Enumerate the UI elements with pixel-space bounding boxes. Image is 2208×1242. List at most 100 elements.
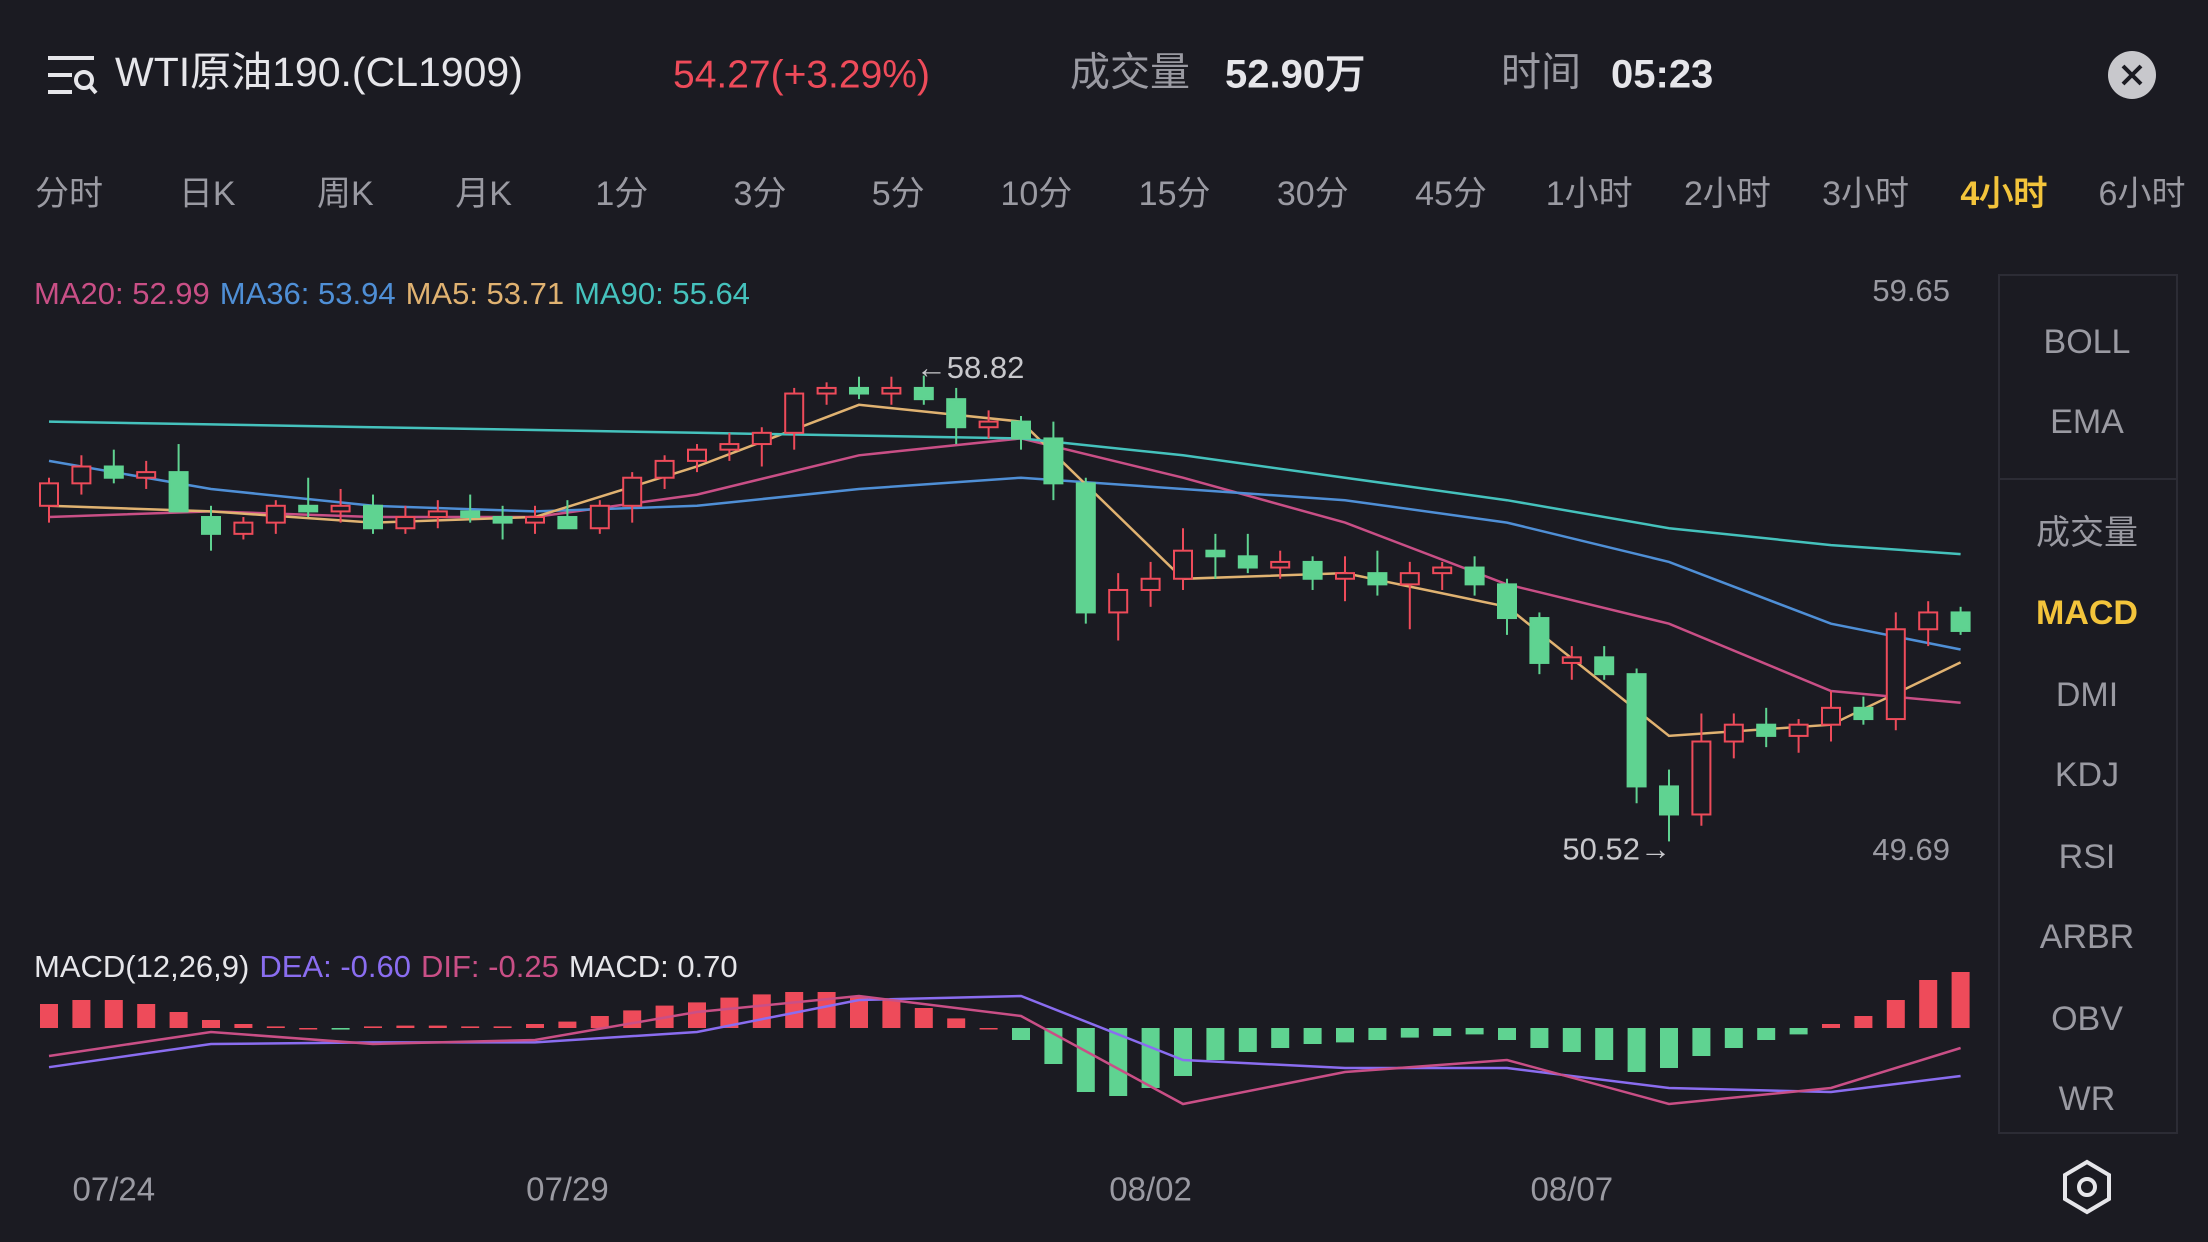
macd-bar [850, 996, 868, 1028]
candle-body [1691, 740, 1712, 816]
candle-body [1108, 588, 1129, 614]
timeframe-tab[interactable]: 3分 [734, 175, 787, 213]
candle-body [1594, 656, 1615, 676]
macd-bar [1465, 1028, 1484, 1035]
candle-body [1237, 555, 1258, 569]
candle-body [881, 386, 902, 395]
macd-bar [72, 1000, 91, 1028]
sub-indicator[interactable]: ARBR [2040, 918, 2134, 956]
timeframe-tab[interactable]: 1小时 [1546, 175, 1633, 213]
menu-icon[interactable] [48, 56, 98, 95]
sub-indicator[interactable]: RSI [2059, 838, 2116, 876]
timeframe-tab[interactable]: 6小时 [2099, 175, 2186, 213]
macd-bar [40, 1004, 58, 1028]
macd-bar [526, 1024, 544, 1028]
timeframe-tab[interactable]: 1分 [595, 175, 648, 213]
macd-bar [1206, 1028, 1225, 1060]
sub-indicator[interactable]: KDJ [2055, 756, 2119, 794]
candle-body [298, 504, 319, 513]
timeframe-tab[interactable]: 15分 [1139, 175, 1211, 213]
settings-button[interactable] [2063, 1159, 2111, 1215]
macd-bar [1076, 1028, 1095, 1092]
candle-body [1302, 560, 1323, 580]
sub-indicator[interactable]: WR [2059, 1080, 2116, 1118]
macd-bar [1951, 972, 1970, 1028]
timeframe-tab[interactable]: 4小时 [1960, 175, 2047, 213]
candle-body [1853, 706, 1874, 721]
candle-body [1821, 706, 1841, 726]
sub-indicator[interactable]: OBV [2051, 1000, 2123, 1038]
macd-bar [1692, 1028, 1711, 1056]
candle-body [1432, 566, 1453, 575]
timeframe-tab[interactable]: 2小时 [1684, 175, 1771, 213]
x-tick-label: 07/29 [526, 1171, 609, 1208]
candle-body [1788, 723, 1809, 737]
macd-bar [1757, 1028, 1776, 1040]
macd-bar [914, 1008, 933, 1028]
macd-bar [1627, 1028, 1646, 1072]
main-indicator[interactable]: EMA [2050, 403, 2124, 441]
candle-body [168, 471, 189, 513]
y-tick-label: 49.69 [1872, 832, 1950, 867]
macd-bar [137, 1004, 156, 1028]
candle-body [330, 504, 351, 513]
macd-bar [558, 1021, 577, 1028]
macd-bar [1303, 1028, 1322, 1044]
timeframe-tab[interactable]: 3小时 [1822, 175, 1909, 213]
timeframe-tab[interactable]: 5分 [872, 175, 925, 213]
macd-bar [785, 992, 804, 1028]
macd-bar [752, 994, 771, 1028]
x-tick-label: 07/24 [73, 1171, 156, 1208]
min-annotation: 50.52→ [1562, 832, 1671, 867]
settings-hex [2063, 1159, 2111, 1215]
macd-bar [1271, 1028, 1290, 1048]
macd-bar [720, 997, 739, 1028]
candle-body [1367, 572, 1388, 586]
candle-body [460, 510, 481, 519]
main-indicator[interactable]: MA [2062, 241, 2113, 279]
macd-bar [1141, 1028, 1160, 1088]
sub-indicator[interactable]: 成交量 [2036, 514, 2138, 552]
indicator-list: MA BOLL EMA 成交量 MACD DMI KDJ RSI ARBR OBV WR [2036, 241, 2138, 1118]
volume-value: 52.90万 [1225, 53, 1365, 97]
timeframe-tab[interactable]: 日K [179, 175, 236, 213]
timeframe-tab[interactable]: 10分 [1000, 175, 1072, 213]
macd-bar [590, 1016, 609, 1028]
macd-title: MACD(12,26,9) [34, 949, 249, 984]
timeframe-tab[interactable]: 周K [317, 175, 374, 213]
sub-indicator[interactable]: MACD [2036, 594, 2138, 632]
candle-body [946, 398, 967, 429]
candle-body [1626, 673, 1647, 788]
macd-bar [882, 1000, 901, 1028]
macd-bar [817, 992, 836, 1028]
sub-indicator[interactable]: DMI [2056, 676, 2118, 714]
macd-bar [1595, 1028, 1614, 1060]
timeframe-tab[interactable]: 45分 [1415, 175, 1487, 213]
close-button[interactable] [2108, 51, 2156, 99]
x-tick-label: 08/07 [1531, 1171, 1614, 1208]
icon-lens [74, 70, 94, 90]
candle-body [1043, 437, 1064, 485]
indicator-panel [1998, 274, 2178, 1134]
candle-body [1561, 656, 1582, 664]
timeframe-tab[interactable]: 分时 [35, 175, 103, 213]
candle-body [427, 510, 448, 519]
macd-bar [1822, 1024, 1840, 1028]
macd-bar [1562, 1028, 1581, 1052]
timeframe-tab[interactable]: 月K [455, 175, 512, 213]
macd-bar [1498, 1028, 1516, 1040]
candle-body [719, 443, 740, 451]
main-indicator[interactable]: BOLL [2044, 323, 2131, 361]
macd-bar [493, 1026, 512, 1028]
timeframe-tab[interactable]: 30分 [1277, 175, 1349, 213]
macd-bar [979, 1028, 998, 1030]
indicator-line [48, 994, 1961, 1094]
candle-body [1399, 572, 1420, 586]
macd-bar [1886, 1000, 1905, 1028]
candle-body [978, 420, 999, 429]
macd-bar [1400, 1028, 1419, 1038]
y-tick-label: 59.65 [1872, 273, 1950, 308]
legend-entry: MA90: 55.64 [574, 276, 750, 311]
candle-body [1950, 611, 1971, 632]
